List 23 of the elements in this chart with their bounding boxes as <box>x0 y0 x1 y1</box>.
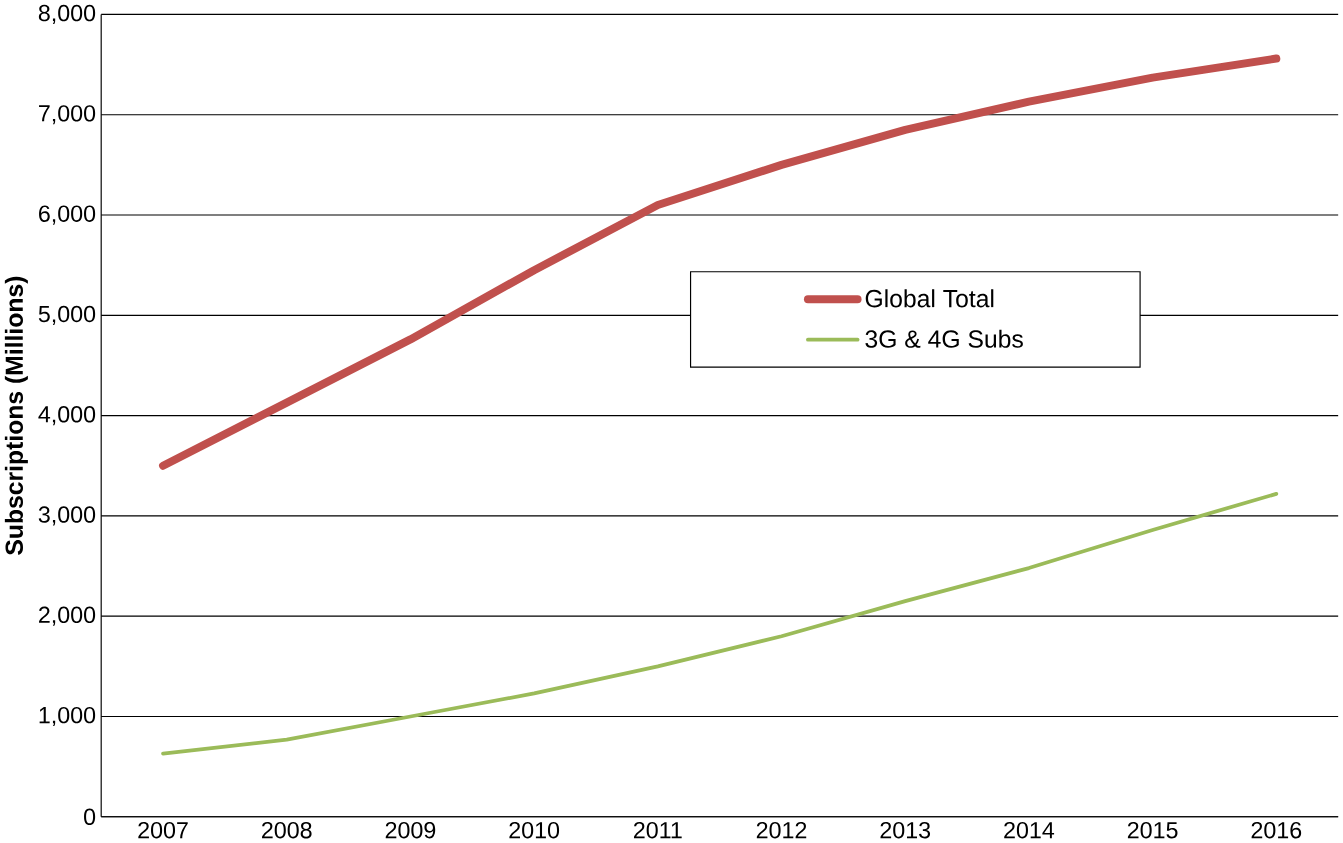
y-tick-label: 7,000 <box>39 105 96 125</box>
y-tick-label: 0 <box>84 808 96 825</box>
y-tick-label: 6,000 <box>39 205 96 225</box>
y-tick-label: 2,000 <box>39 606 96 626</box>
x-tick-label: 2008 <box>262 821 312 839</box>
x-tick-label: 2014 <box>1004 821 1055 839</box>
x-tick-label: 2016 <box>1251 821 1302 839</box>
x-tick-label: 2015 <box>1127 821 1178 839</box>
legend-label: 3G & 4G Subs <box>865 329 1023 348</box>
legend-label: Global Total <box>865 289 994 308</box>
x-tick-label: 2007 <box>138 821 188 839</box>
x-tick-label: 2011 <box>633 821 682 839</box>
y-tick-label: 3,000 <box>38 506 96 526</box>
line-series <box>161 491 1279 756</box>
y-tick-label: 4,000 <box>38 405 96 426</box>
x-tick-label: 2012 <box>756 821 807 839</box>
y-tick-label: 5,000 <box>38 305 96 325</box>
y-tick-label: 1,000 <box>39 706 96 726</box>
y-tick-label: 8,000 <box>38 4 96 24</box>
x-tick-label: 2009 <box>385 821 436 839</box>
x-tick-label: 2013 <box>880 821 931 839</box>
x-tick-label: 2010 <box>509 821 560 839</box>
y-axis-title: Subscriptions (Millions) <box>4 276 28 555</box>
